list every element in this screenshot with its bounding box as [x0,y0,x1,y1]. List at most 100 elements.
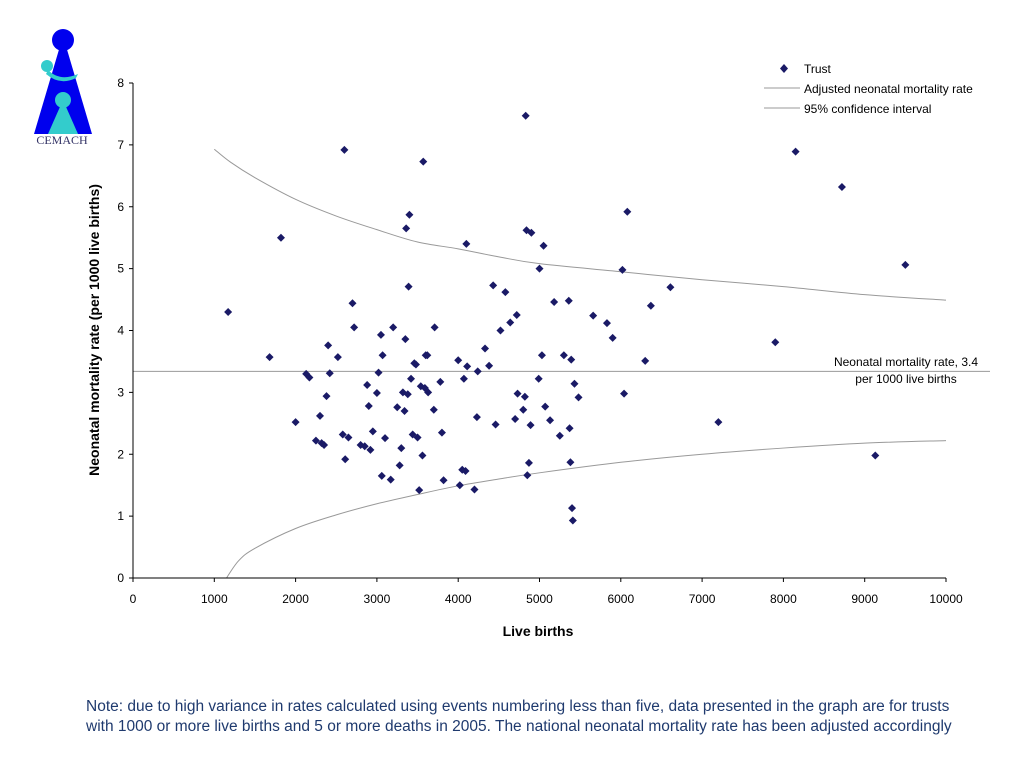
data-point [541,402,550,411]
logo-text: CEMACH [36,133,88,147]
legend: Trust Adjusted neonatal mortality rate 9… [764,62,973,116]
data-point [602,319,611,328]
y-tick-label: 6 [117,200,124,214]
data-point [485,361,494,370]
x-tick-label: 6000 [607,592,634,606]
x-tick-label: 2000 [282,592,309,606]
axes [132,83,946,579]
data-point [405,210,414,219]
x-tick-label: 10000 [929,592,963,606]
data-point [568,516,577,525]
data-point [360,442,369,451]
data-point [407,374,416,383]
data-point [418,451,427,460]
y-ticks: 0 1 2 3 4 5 6 7 8 [117,76,133,585]
data-point [523,471,532,480]
data-point [570,379,579,388]
x-ticks: 0 1000 2000 3000 4000 5000 6000 7000 8000 9000 100… [130,578,963,606]
data-point [455,481,464,490]
data-point [567,355,576,364]
confidence-interval-layer [213,148,947,579]
data-point [324,341,333,350]
data-point [291,418,300,427]
cemach-logo: CEMACH [34,29,92,147]
logo-cyan-triangle [48,100,78,134]
logo-blue-triangle [34,36,92,134]
data-point [322,392,331,401]
data-point [564,296,573,305]
data-point [513,389,522,398]
data-point [374,368,383,377]
data-point [429,405,438,414]
data-point [901,260,910,269]
data-point [439,476,448,485]
data-point [539,241,548,250]
data-point [565,424,574,433]
data-point [376,330,385,339]
x-tick-label: 5000 [526,592,553,606]
y-tick-label: 3 [117,385,124,399]
data-point [546,416,555,425]
logo-head-cyan [55,92,71,108]
y-tick-label: 4 [117,324,124,338]
data-point [461,466,470,475]
data-point [395,461,404,470]
data-point [276,233,285,242]
data-point [320,440,329,449]
data-point [520,392,529,401]
data-point [519,405,528,414]
legend-label-ci: 95% confidence interval [804,102,931,116]
data-point [454,356,463,365]
data-point [646,301,655,310]
data-point [512,311,521,320]
data-point [496,326,505,335]
data-point [366,445,375,454]
data-points [224,111,910,525]
data-point [265,353,274,362]
data-point [311,436,320,445]
data-point [501,288,510,297]
data-point [714,418,723,427]
data-point [381,434,390,443]
data-point [521,111,530,120]
data-point [224,307,233,316]
data-point [641,356,650,365]
data-point [463,362,472,371]
data-point [411,360,420,369]
y-tick-label: 1 [117,509,124,523]
data-point [348,299,357,308]
data-point [338,430,347,439]
data-point [404,282,413,291]
data-point [620,389,629,398]
data-point [791,147,800,156]
data-point [559,351,568,360]
legend-marker-trust [780,64,788,73]
annotation-line-2: per 1000 live births [855,372,956,386]
data-point [437,428,446,437]
x-tick-label: 0 [130,592,137,606]
y-axis-title: Neonatal mortality rate (per 1000 live b… [86,184,102,476]
y-tick-label: 7 [117,138,124,152]
logo-arm [46,70,78,82]
y-tick-label: 5 [117,262,124,276]
logo-head-blue [52,29,74,51]
data-point [473,367,482,376]
data-point [400,406,409,415]
data-point [535,264,544,273]
data-point [491,420,500,429]
data-point [837,182,846,191]
data-point [415,486,424,495]
data-point [305,373,314,382]
data-point [871,451,880,460]
data-point [350,323,359,332]
data-point [568,504,577,513]
data-point [368,427,377,436]
data-point [489,281,498,290]
y-tick-label: 2 [117,447,124,461]
x-tick-label: 1000 [201,592,228,606]
data-point [333,353,342,362]
data-point [550,298,559,307]
data-point [424,388,433,397]
annotation-line-1: Neonatal mortality rate, 3.4 [834,355,978,369]
x-tick-label: 8000 [770,592,797,606]
